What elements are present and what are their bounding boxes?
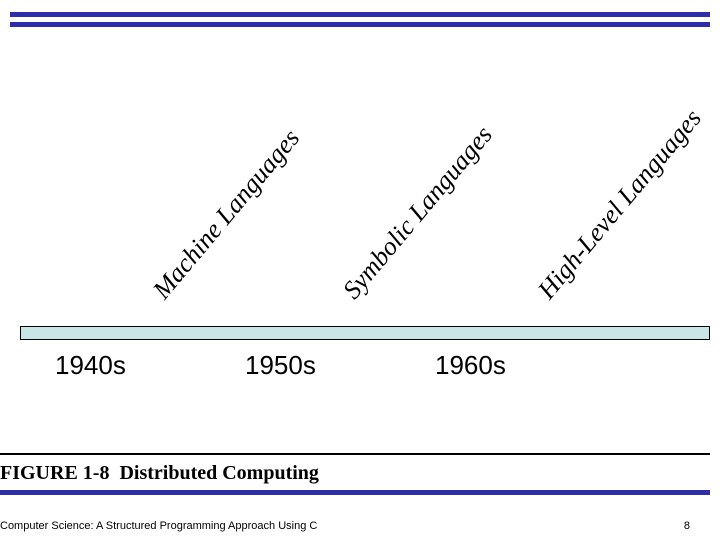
decade-1950s: 1950s bbox=[245, 350, 316, 381]
top-rule-2 bbox=[10, 22, 710, 27]
timeline-bar bbox=[20, 326, 710, 340]
caption-rule-top bbox=[0, 453, 710, 455]
footer-book-title: Computer Science: A Structured Programmi… bbox=[0, 520, 317, 532]
top-rule-1 bbox=[10, 12, 710, 17]
era-label-highlevel: High-Level Languages bbox=[532, 104, 708, 305]
era-label-machine: Machine Languages bbox=[147, 124, 306, 305]
figure-number: FIGURE 1-8 bbox=[0, 462, 109, 484]
decade-1940s: 1940s bbox=[55, 350, 126, 381]
era-label-symbolic: Symbolic Languages bbox=[337, 120, 499, 305]
decade-1960s: 1960s bbox=[435, 350, 506, 381]
figure-caption: FIGURE 1-8 Distributed Computing bbox=[0, 462, 319, 485]
footer-page-number: 8 bbox=[684, 520, 690, 532]
figure-title: Distributed Computing bbox=[119, 462, 318, 484]
caption-rule-bottom bbox=[0, 490, 710, 495]
